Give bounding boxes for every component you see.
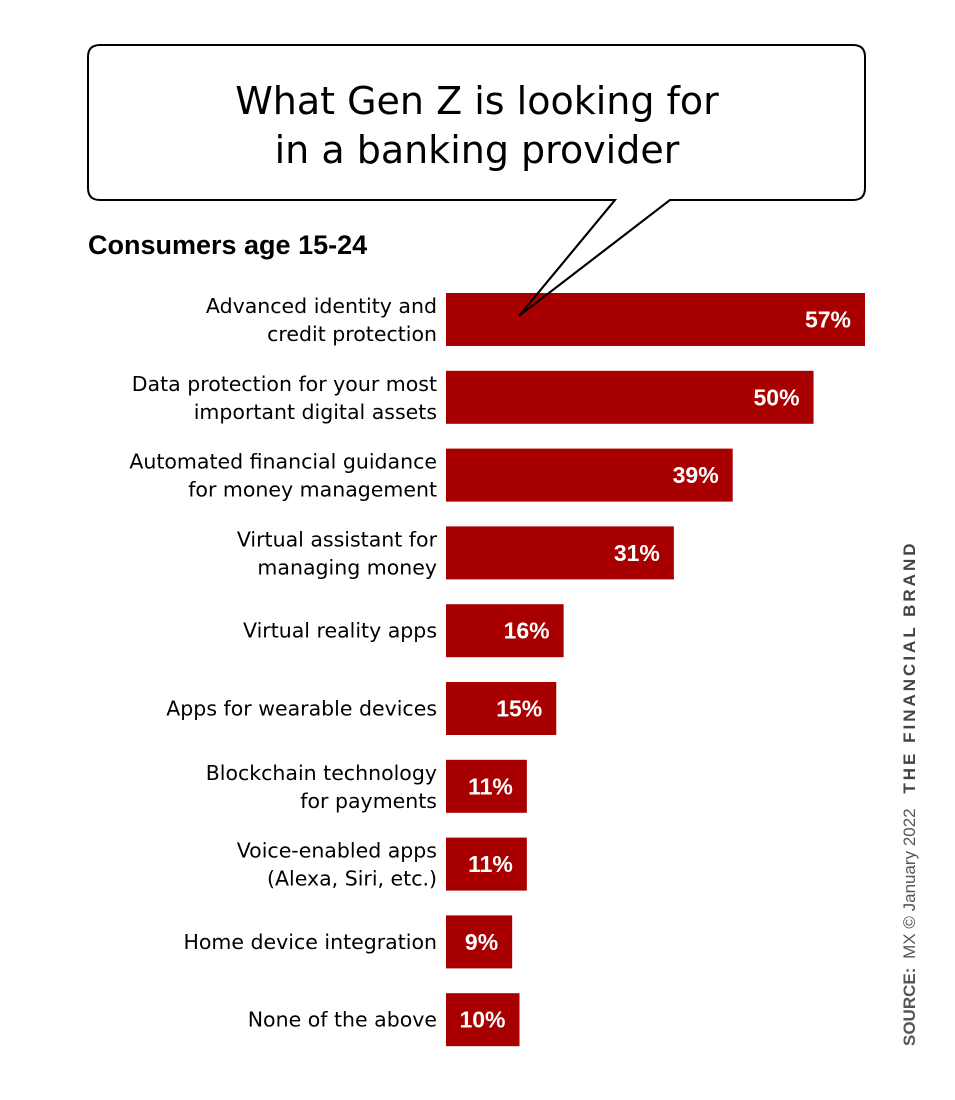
data-label-9: 10% xyxy=(459,1007,505,1033)
category-label-0-line-1: credit protection xyxy=(267,322,437,346)
bar-2 xyxy=(446,448,733,502)
source-label: SOURCE: xyxy=(900,968,919,1046)
category-label-0-line-0: Advanced identity and xyxy=(206,294,437,318)
chart-title-line-1: What Gen Z is looking for xyxy=(235,79,719,123)
bar-1 xyxy=(446,370,814,424)
category-label-1-line-0: Data protection for your most xyxy=(132,372,437,396)
bar-7 xyxy=(446,837,527,891)
data-label-1: 50% xyxy=(753,384,799,410)
category-label-5-line-0: Apps for wearable devices xyxy=(166,697,437,721)
category-label-2-line-1: for money management xyxy=(188,478,437,502)
category-label-4-line-0: Virtual reality apps xyxy=(243,619,437,643)
bar-4 xyxy=(446,604,564,658)
chart-subtitle: Consumers age 15-24 xyxy=(88,230,367,260)
bar-6 xyxy=(446,759,527,813)
data-label-5: 15% xyxy=(496,696,542,722)
data-label-6: 11% xyxy=(468,773,513,799)
source-text: MX © January 2022 xyxy=(900,808,919,959)
bar-9 xyxy=(446,993,520,1047)
category-label-9-line-0: None of the above xyxy=(248,1008,437,1032)
data-label-8: 9% xyxy=(465,929,498,955)
data-label-0: 57% xyxy=(805,307,851,333)
speech-bubble-tail xyxy=(518,199,671,317)
chart-title-line-2: in a banking provider xyxy=(275,128,680,172)
data-label-4: 16% xyxy=(504,618,550,644)
category-label-2-line-0: Automated financial guidance xyxy=(129,450,437,474)
category-label-3-line-0: Virtual assistant for xyxy=(237,527,438,551)
category-label-8-line-0: Home device integration xyxy=(183,930,437,954)
category-label-6-line-1: for payments xyxy=(300,789,437,813)
bars-group: 57% Advanced identity and credit protectio… xyxy=(129,293,865,1047)
bar-0 xyxy=(446,293,865,346)
bar-3 xyxy=(446,526,674,580)
bar-8 xyxy=(446,915,513,969)
source-note: SOURCE: MX © January 2022 THE FINANCIAL … xyxy=(900,541,919,1047)
category-label-7-line-0: Voice-enabled apps xyxy=(237,839,437,863)
bar-5 xyxy=(446,682,557,735)
category-label-6-line-0: Blockchain technology xyxy=(206,761,437,785)
category-label-7-line-1: (Alexa, Siri, etc.) xyxy=(267,867,437,891)
data-label-7: 11% xyxy=(468,851,513,877)
brand-name: THE FINANCIAL BRAND xyxy=(900,541,919,794)
data-label-3: 31% xyxy=(614,540,660,566)
data-label-2: 39% xyxy=(673,462,719,488)
category-label-3-line-1: managing money xyxy=(257,555,437,579)
category-label-1-line-1: important digital assets xyxy=(194,400,437,424)
